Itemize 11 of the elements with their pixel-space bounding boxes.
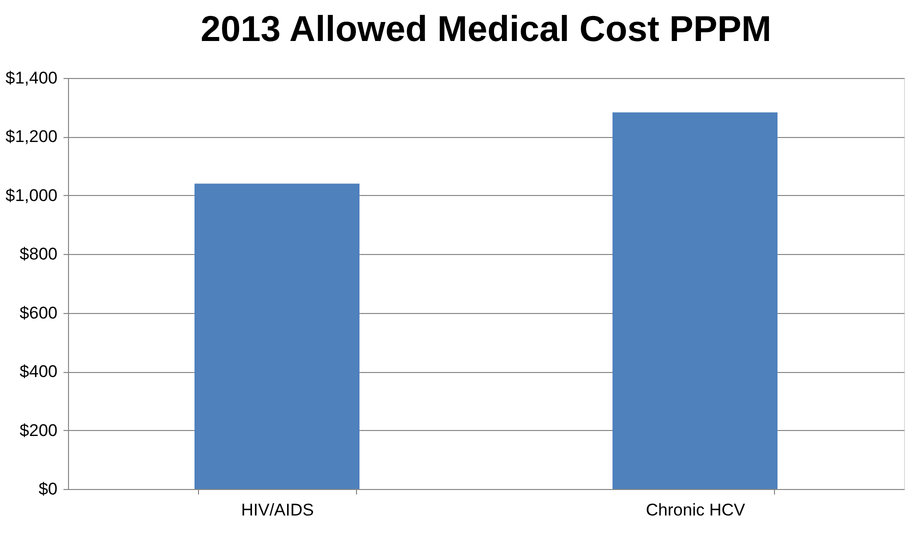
y-tick-label: $800 [20, 244, 58, 264]
x-tick-label: HIV/AIDS [241, 500, 314, 520]
y-tick-label: $0 [38, 480, 58, 498]
y-tick-label: $400 [20, 362, 58, 382]
y-tick-label: $1,200 [6, 127, 58, 146]
y-tick-label: $200 [20, 420, 58, 440]
y-tick-label: $1,400 [6, 68, 58, 88]
y-tick-label: $1,000 [6, 186, 58, 205]
chart-title: 2013 Allowed Medical Cost PPPM [200, 8, 772, 49]
y-tick-label: $600 [20, 303, 58, 322]
x-tick-label: Chronic HCV [646, 500, 746, 520]
